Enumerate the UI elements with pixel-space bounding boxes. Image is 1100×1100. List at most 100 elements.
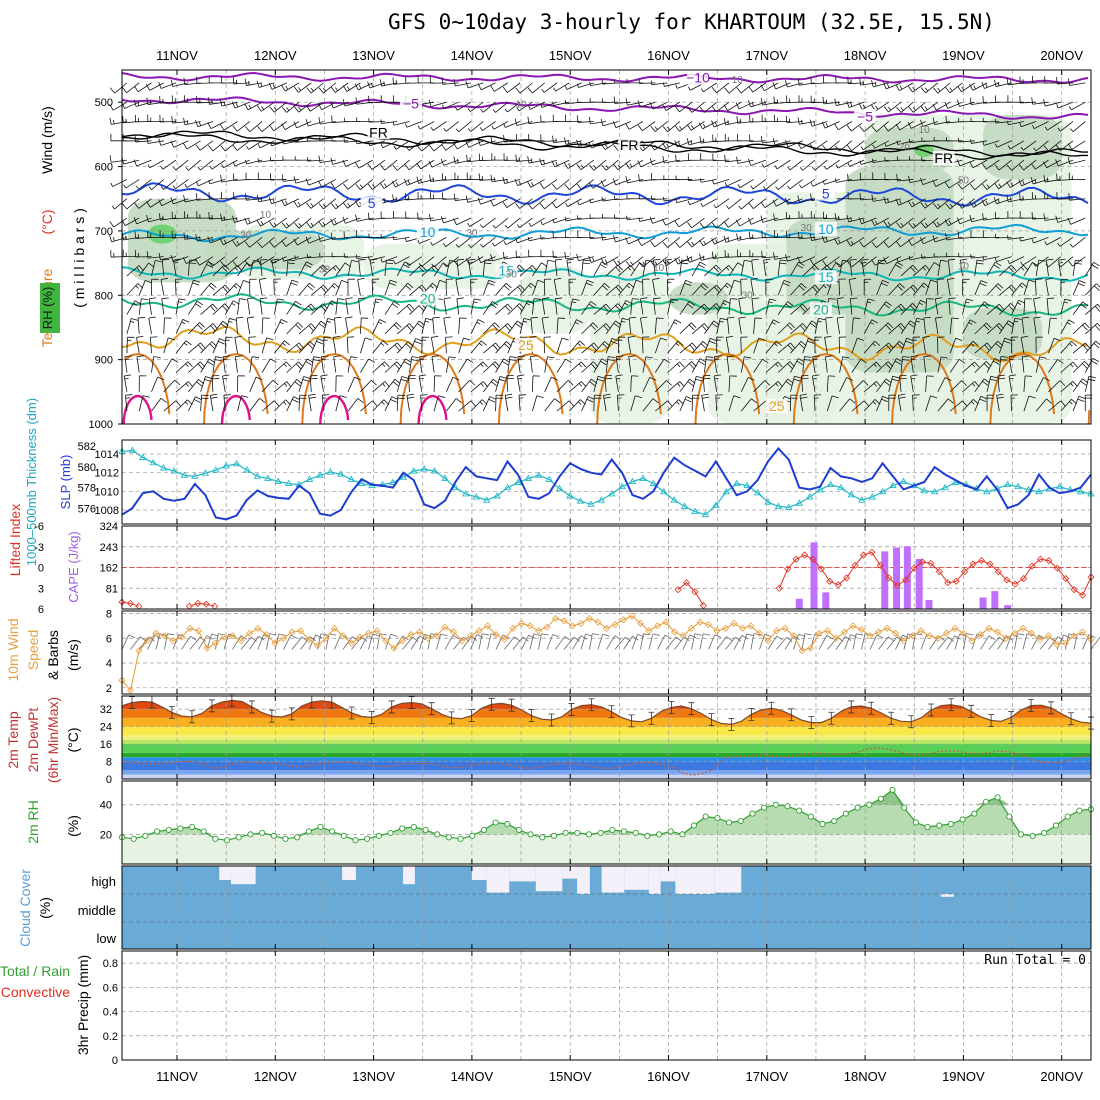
wind-barb-flag (197, 344, 204, 351)
wind-barb (713, 375, 718, 392)
wind-barb-flag (247, 297, 255, 300)
wind-barb-halfflag (526, 302, 531, 306)
wind-barb (160, 82, 177, 89)
temp-minmax-bar (808, 716, 815, 730)
wind-barb-flag (149, 297, 157, 300)
wind-barb (544, 260, 549, 277)
wind-barb-flag (611, 337, 619, 342)
wind-barb-flag (784, 396, 791, 400)
wind-barb-halfflag (515, 238, 518, 243)
wind-barb-flag (1068, 319, 1075, 324)
wind-barb (814, 282, 826, 296)
wind-barb-flag (689, 363, 695, 370)
wind-barb-flag (850, 297, 858, 300)
wind-barb-halfflag (642, 145, 646, 150)
wind-marker (407, 630, 415, 639)
wind-barb-halfflag (862, 104, 866, 109)
wind-barb-flag (468, 258, 476, 261)
wind-marker (152, 629, 160, 637)
wind-barb-flag (196, 381, 203, 387)
wind-barb-flag (933, 262, 941, 267)
wind-barb (458, 380, 471, 393)
wind-barb-flag (517, 374, 525, 377)
wind-barb (737, 236, 754, 241)
wind-barb-flag (396, 342, 403, 349)
wind-barb-halfflag (605, 144, 608, 149)
wind-barb-flag (210, 396, 218, 399)
wind-marker (177, 633, 186, 641)
wind-barb-flag (221, 266, 228, 273)
wind-barb (406, 179, 422, 186)
wind-barb (295, 179, 312, 184)
wind-barb-flag (727, 355, 735, 358)
wind-barb-flag (650, 241, 656, 248)
cape-bar (915, 559, 923, 609)
contour-label: −5 (403, 95, 419, 111)
wind-barb (307, 159, 324, 162)
wind-barb-flag (764, 380, 771, 386)
wind-barb (212, 256, 226, 267)
wind-barb (532, 375, 534, 392)
wind-barb-flag (653, 297, 661, 300)
wind-barb (949, 380, 962, 393)
wind-barb (836, 298, 840, 315)
wind-barb-flag (133, 159, 137, 167)
wind-barb-flag (600, 360, 607, 366)
wind-barb (700, 179, 717, 183)
wind-barb (457, 256, 472, 267)
wind-barb-flag (245, 126, 251, 133)
wind-marker (415, 628, 424, 636)
wind-barb (332, 337, 337, 354)
wind-barb-flag (420, 394, 428, 396)
wind-barb-flag (162, 258, 170, 261)
wind-barb-flag (801, 374, 809, 377)
wind-barb-flag (561, 337, 569, 341)
li-y-tick: -3 (34, 542, 44, 554)
wind-barb-flag (392, 164, 398, 171)
rh2m-marker (691, 822, 698, 829)
wind-barb (578, 140, 594, 147)
wind-marker (560, 617, 568, 625)
wind-barb (642, 398, 654, 412)
wind-barb (1060, 121, 1074, 132)
thickness-marker (357, 479, 366, 487)
wind-barb-flag (821, 235, 825, 243)
thickness-marker (1035, 487, 1043, 495)
temp-minmax-bar (948, 698, 955, 712)
wind-barb-flag (109, 103, 114, 111)
wind-barb-flag (260, 258, 268, 261)
wind-barb-flag (895, 264, 902, 269)
wind10m-barb (138, 636, 150, 650)
rh2m-marker (1064, 813, 1071, 820)
wind-barb (295, 256, 312, 260)
li-marker (1003, 576, 1011, 584)
wind-barb-flag (182, 257, 187, 264)
wind-barb (691, 217, 705, 229)
wind-barb-flag (1000, 359, 1008, 361)
wind-barb (716, 265, 729, 277)
wind-barb-halfflag (617, 164, 621, 169)
wind-barb-flag (882, 395, 890, 400)
wind-barb-flag (1082, 363, 1088, 369)
wind-barb (800, 140, 816, 149)
wind-barb-flag (726, 335, 734, 338)
wind-barb (1020, 236, 1037, 242)
precip-y-tick: 0.2 (103, 1031, 118, 1043)
wind-barb (715, 198, 730, 209)
wind-barb-flag (981, 163, 987, 170)
wind-barb-flag (344, 262, 351, 268)
wind-barb (1058, 101, 1074, 109)
wind10m-barb (427, 633, 432, 650)
contour-label: 10 (818, 221, 834, 237)
wind-barb (812, 179, 828, 187)
wind-barb-flag (277, 298, 285, 301)
contour-label-bg (686, 70, 709, 85)
wind-barb-halfflag (480, 108, 484, 113)
wind-barb-flag (1028, 395, 1036, 399)
wind-barb (925, 395, 931, 412)
wind-barb (467, 198, 484, 203)
wind-barb-halfflag (395, 196, 398, 202)
wind-barb-halfflag (982, 141, 985, 146)
wind-barb (482, 101, 496, 113)
wind-barb-flag (777, 361, 783, 368)
